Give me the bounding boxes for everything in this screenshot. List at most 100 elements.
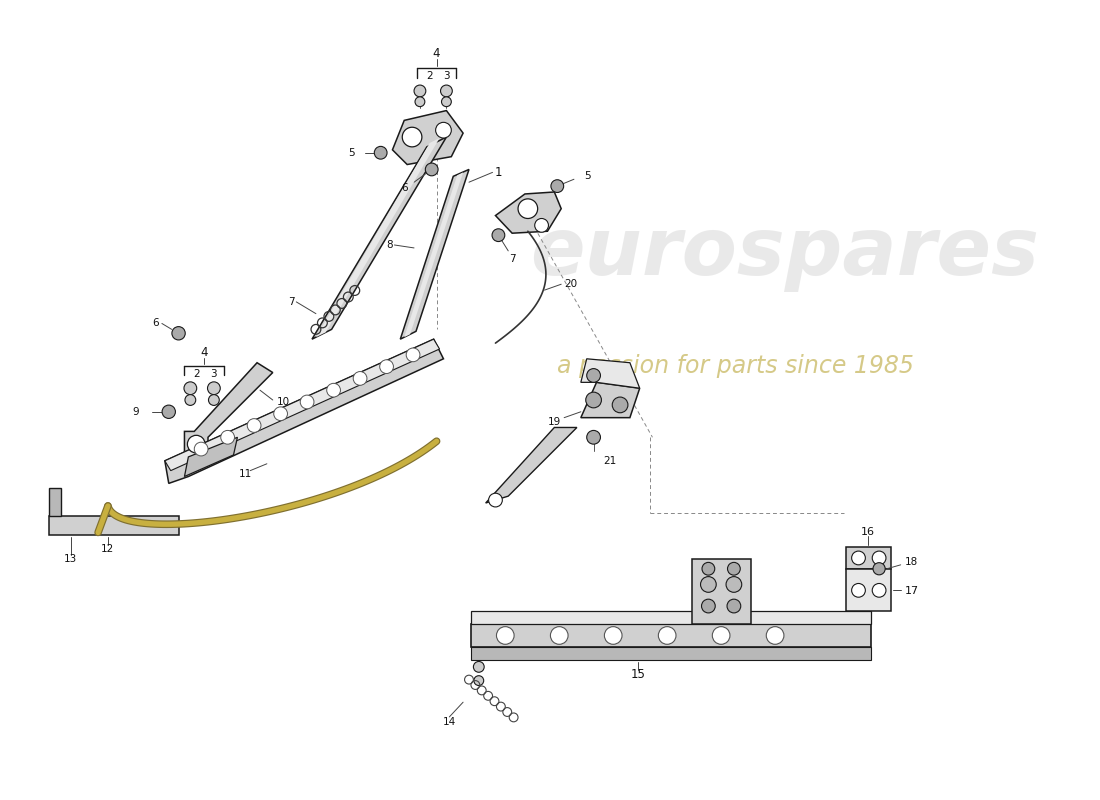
Circle shape [767,626,784,644]
Text: 9: 9 [133,406,140,417]
Circle shape [327,383,341,397]
Circle shape [586,369,601,382]
Circle shape [702,562,715,575]
Circle shape [658,626,676,644]
Circle shape [613,397,628,413]
Circle shape [873,562,886,575]
Text: 4: 4 [433,47,440,60]
Polygon shape [692,559,750,624]
Circle shape [550,626,568,644]
Polygon shape [486,427,576,503]
Circle shape [208,382,220,394]
Circle shape [488,494,503,507]
Text: 2: 2 [427,71,433,82]
Text: 4: 4 [200,346,208,359]
Text: 11: 11 [239,469,252,478]
Circle shape [727,562,740,575]
Text: 6: 6 [152,318,158,329]
Circle shape [195,442,208,456]
Circle shape [185,394,196,406]
Polygon shape [581,358,640,388]
Circle shape [492,229,505,242]
Circle shape [440,85,452,97]
Polygon shape [185,362,273,454]
Text: 12: 12 [101,544,114,554]
Polygon shape [393,110,463,165]
Text: 2: 2 [192,369,199,378]
Circle shape [274,407,287,421]
Polygon shape [312,137,447,339]
Text: 20: 20 [564,279,578,290]
Polygon shape [165,339,443,483]
Text: 18: 18 [904,557,917,567]
Text: 16: 16 [861,527,876,538]
Circle shape [851,583,866,598]
Circle shape [403,127,422,147]
Circle shape [726,577,741,592]
Text: eurospares: eurospares [530,214,1040,292]
Polygon shape [471,611,871,624]
Polygon shape [404,172,463,338]
Text: 13: 13 [64,554,77,564]
Circle shape [585,392,602,408]
Circle shape [851,551,866,565]
Circle shape [604,626,622,644]
Circle shape [162,405,175,418]
Circle shape [406,348,420,362]
Circle shape [473,662,484,672]
Circle shape [415,97,425,106]
Circle shape [374,146,387,159]
Circle shape [496,626,514,644]
Polygon shape [185,438,238,477]
Polygon shape [495,192,561,234]
Circle shape [535,218,549,232]
Circle shape [586,430,601,444]
Circle shape [187,435,205,453]
Circle shape [379,360,394,374]
Text: 6: 6 [400,183,407,193]
Polygon shape [50,516,178,535]
Circle shape [713,626,730,644]
Text: 14: 14 [442,717,456,727]
Text: 3: 3 [443,71,450,82]
Polygon shape [316,138,440,338]
Circle shape [441,97,451,106]
Polygon shape [846,569,891,611]
Circle shape [414,85,426,97]
Circle shape [300,395,313,409]
Polygon shape [846,547,891,569]
Circle shape [872,583,886,598]
Text: 1: 1 [495,166,503,179]
Text: 17: 17 [904,586,918,596]
Circle shape [436,122,451,138]
Circle shape [701,577,716,592]
Text: 10: 10 [277,397,289,407]
Text: 7: 7 [509,254,516,264]
Circle shape [426,163,438,176]
Text: 5: 5 [349,148,355,158]
Text: 3: 3 [210,369,217,378]
Circle shape [474,676,484,686]
Text: 7: 7 [288,297,295,307]
Circle shape [248,418,261,432]
Circle shape [221,430,234,444]
Text: 8: 8 [386,240,393,250]
Text: 21: 21 [604,456,617,466]
Circle shape [172,326,185,340]
Polygon shape [581,382,640,418]
Text: 5: 5 [584,171,591,182]
Text: 15: 15 [630,668,646,682]
Circle shape [353,371,367,386]
Circle shape [209,394,219,406]
Circle shape [551,180,563,193]
Circle shape [184,382,197,394]
Polygon shape [471,624,871,647]
Polygon shape [50,488,60,516]
Text: a passion for parts since 1985: a passion for parts since 1985 [558,354,914,378]
Polygon shape [165,339,440,470]
Polygon shape [471,647,871,660]
Circle shape [518,199,538,218]
Polygon shape [400,170,469,339]
Circle shape [727,599,740,613]
Circle shape [872,551,886,565]
